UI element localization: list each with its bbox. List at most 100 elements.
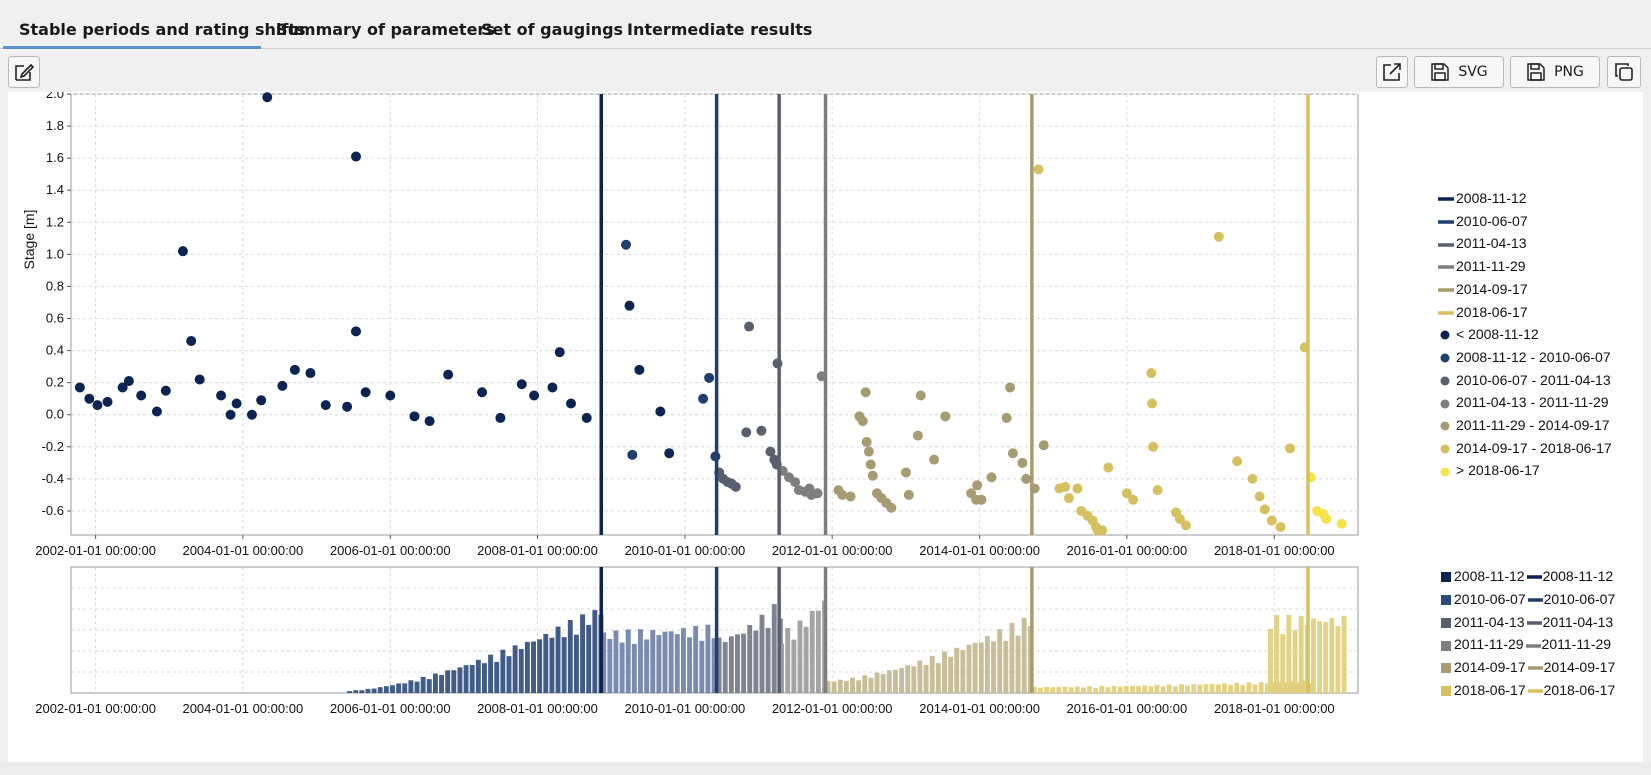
svg-label: SVG — [1458, 64, 1488, 80]
data-point — [305, 368, 316, 379]
histogram-bar — [1221, 683, 1227, 693]
legend-box-swatch — [1441, 572, 1451, 583]
histogram-bar — [972, 642, 978, 693]
tab-set-of-gaugings[interactable]: Set of gaugings — [465, 0, 639, 48]
histogram-legend-item: 2011-11-29 2011-11-29 — [1440, 634, 1611, 654]
data-point — [151, 406, 162, 417]
legend-label: 2011-04-13 — [1456, 235, 1527, 252]
data-point — [1097, 525, 1108, 536]
data-point — [1275, 521, 1286, 532]
data-point — [912, 430, 923, 441]
histogram-bar — [1099, 685, 1105, 693]
histogram-bar — [687, 637, 692, 693]
histogram-bar — [1295, 682, 1301, 693]
histogram-bar — [650, 629, 656, 693]
data-point — [1259, 504, 1270, 515]
tab-intermediate-results[interactable]: Intermediate results — [611, 0, 828, 48]
histogram-bar — [1268, 628, 1273, 693]
histogram-bar — [580, 614, 586, 693]
save-png-button[interactable]: PNG — [1510, 56, 1600, 88]
x-tick-label: 2002-01-01 00:00:00 — [35, 543, 156, 558]
histogram-bar — [935, 663, 941, 693]
copy-button[interactable] — [1607, 56, 1641, 88]
histogram-bar — [1003, 640, 1009, 693]
tab-summary-parameters[interactable]: Summary of parameters — [260, 0, 511, 48]
data-point — [744, 321, 755, 332]
histogram-bar — [601, 632, 607, 693]
data-point — [1007, 448, 1018, 459]
histogram-bar — [966, 644, 972, 693]
open-external-button[interactable] — [1376, 56, 1408, 88]
data-point — [1321, 513, 1332, 524]
histogram-bar — [531, 641, 536, 693]
histogram-bar — [390, 685, 395, 693]
histogram-bar — [917, 660, 923, 693]
legend-item: < 2008-11-12 — [1438, 324, 1539, 344]
histogram-bar — [711, 638, 717, 693]
data-point — [1005, 382, 1016, 393]
main-legend: 2008-11-12 2010-06-07 2011-04-13 2011-11-29… — [1438, 188, 1638, 488]
histogram-bar — [831, 681, 837, 693]
histogram-bar — [771, 604, 777, 693]
data-point — [102, 396, 113, 407]
legend-label: 2011-04-13 — [1542, 613, 1614, 630]
histogram-bar — [1228, 684, 1233, 693]
data-point — [929, 454, 940, 465]
data-point — [565, 398, 576, 409]
histogram-bar — [402, 683, 408, 693]
histogram-bar — [445, 670, 451, 693]
y-tick-label: -0.2 — [42, 439, 64, 454]
x-tick-label: 2004-01-01 00:00:00 — [182, 543, 303, 558]
histogram-bar — [728, 636, 734, 693]
legend-label: 2010-06-07 - 2011-04-13 — [1456, 371, 1611, 388]
histogram-x-tick-label: 2008-01-01 00:00:00 — [477, 701, 598, 716]
data-point — [1103, 462, 1114, 473]
histogram-bar — [680, 628, 686, 693]
histogram-bar — [644, 639, 650, 693]
histogram-bar — [868, 677, 874, 693]
histogram-bar — [506, 656, 512, 693]
save-svg-button[interactable]: SVG — [1414, 56, 1504, 88]
histogram-bar — [1142, 685, 1148, 693]
histogram-bar — [929, 655, 935, 693]
legend-item: 2010-06-07 — [1438, 211, 1528, 231]
histogram-bar — [785, 628, 791, 693]
plot-area — [70, 93, 1359, 536]
data-point — [837, 489, 848, 500]
histogram-bar — [1286, 614, 1292, 693]
y-axis-label: Stage [m] — [21, 210, 37, 270]
histogram-bar — [1172, 686, 1178, 693]
histogram-bar — [984, 635, 990, 693]
histogram-bar — [1280, 633, 1286, 693]
data-point — [1033, 164, 1044, 175]
histogram-bar — [880, 674, 886, 693]
histogram-bar — [1068, 687, 1074, 693]
histogram-bar — [555, 626, 561, 693]
edit-button[interactable] — [8, 56, 40, 88]
legend-label: 2014-09-17 - 2018-06-17 — [1456, 439, 1612, 456]
tab-stable-periods[interactable]: Stable periods and rating shifts — [3, 0, 306, 49]
data-point — [886, 502, 897, 513]
histogram-bar — [426, 679, 432, 693]
histogram-x-tick-label: 2014-01-01 00:00:00 — [919, 701, 1040, 716]
histogram-bar — [1283, 682, 1289, 693]
histogram-bar — [1292, 629, 1298, 693]
histogram-bar — [1166, 684, 1172, 693]
legend-label: 2008-11-12 — [1456, 190, 1527, 206]
tab-label: Set of gaugings — [481, 20, 624, 39]
data-point — [350, 151, 361, 162]
data-point — [216, 390, 227, 401]
histogram-bar — [765, 627, 771, 693]
data-point — [160, 385, 171, 396]
legend-label: 2014-09-17 — [1543, 659, 1616, 676]
bottom-strip — [0, 762, 1651, 775]
data-point — [1001, 412, 1012, 423]
histogram-bar — [837, 679, 843, 693]
x-tick-label: 2012-01-01 00:00:00 — [772, 543, 893, 558]
save-icon — [1527, 63, 1545, 81]
data-point — [136, 390, 147, 401]
histogram-x-tick-label: 2018-01-01 00:00:00 — [1214, 701, 1335, 716]
histogram-bar — [1185, 685, 1191, 693]
data-point — [1213, 231, 1224, 242]
histogram-bar — [1087, 686, 1092, 693]
